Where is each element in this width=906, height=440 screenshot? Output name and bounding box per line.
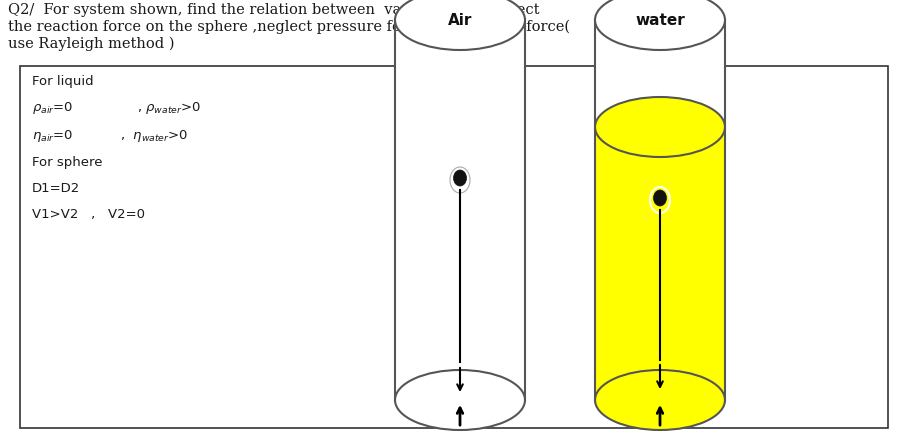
Ellipse shape — [450, 167, 470, 193]
Text: the reaction force on the sphere ,neglect pressure force and buoyant force(: the reaction force on the sphere ,neglec… — [8, 20, 570, 34]
Text: use Rayleigh method ): use Rayleigh method ) — [8, 37, 175, 51]
Text: water: water — [635, 12, 685, 27]
Bar — [596, 127, 724, 400]
Ellipse shape — [595, 97, 725, 157]
Ellipse shape — [595, 0, 725, 50]
Text: , $\rho_{water}$>0: , $\rho_{water}$>0 — [137, 100, 201, 116]
Text: Q2/  For system shown, find the relation between  variables that reflect: Q2/ For system shown, find the relation … — [8, 3, 539, 17]
Text: D1=D2: D1=D2 — [32, 182, 81, 195]
Ellipse shape — [650, 187, 670, 213]
Bar — [395, 20, 525, 400]
Bar — [595, 20, 725, 400]
Text: Air: Air — [448, 12, 472, 27]
Bar — [20, 66, 888, 428]
Text: $\eta_{air}$=0: $\eta_{air}$=0 — [32, 128, 73, 144]
Text: $\rho_{air}$=0: $\rho_{air}$=0 — [32, 100, 73, 116]
Text: For sphere: For sphere — [32, 156, 102, 169]
Ellipse shape — [653, 190, 667, 206]
Ellipse shape — [454, 170, 467, 186]
Ellipse shape — [595, 370, 725, 430]
Text: ,  $\eta_{water}$>0: , $\eta_{water}$>0 — [120, 128, 188, 144]
Ellipse shape — [395, 0, 525, 50]
Text: V1>V2   ,   V2=0: V1>V2 , V2=0 — [32, 208, 145, 221]
Text: For liquid: For liquid — [32, 75, 93, 88]
Ellipse shape — [595, 370, 725, 430]
Ellipse shape — [395, 370, 525, 430]
